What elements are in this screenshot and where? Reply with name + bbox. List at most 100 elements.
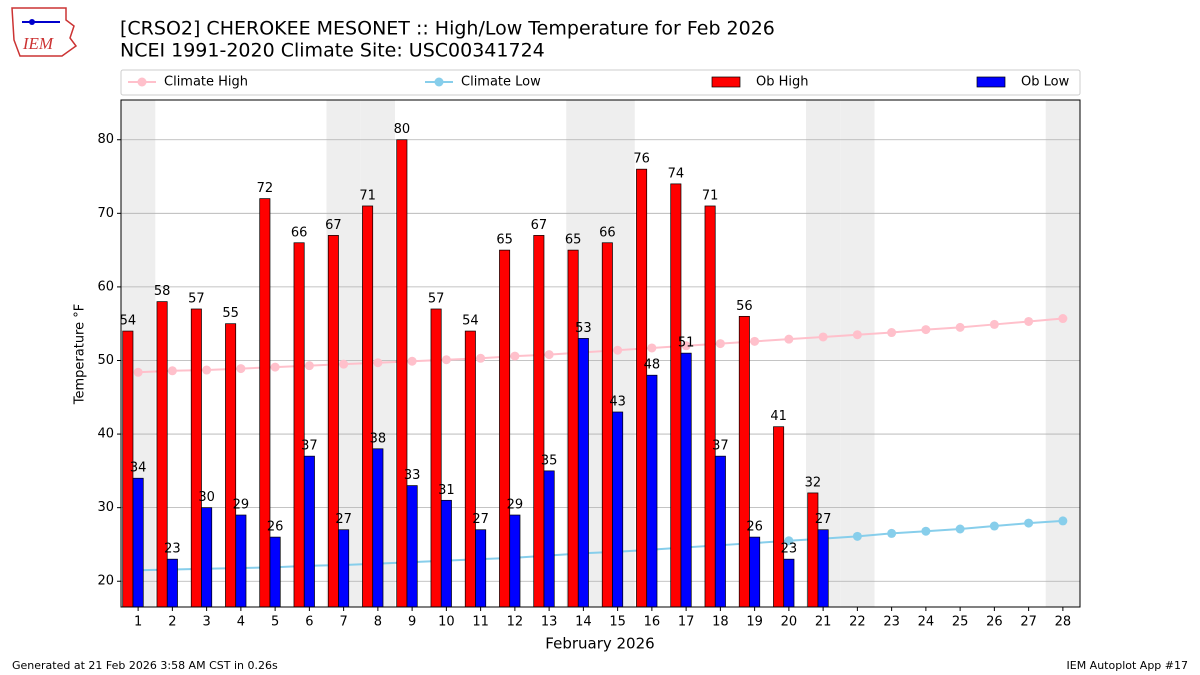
x-axis-label: February 2026 (545, 635, 654, 653)
y-tick-label: 80 (97, 132, 114, 147)
y-tick-label: 50 (97, 353, 114, 368)
marker (715, 339, 725, 349)
bar (372, 448, 384, 608)
data-label: 29 (507, 498, 524, 513)
marker (544, 350, 554, 360)
data-label: 23 (781, 542, 798, 557)
data-label: 51 (678, 336, 695, 351)
logo-outline (11, 7, 78, 57)
bar (499, 249, 511, 608)
data-label: 57 (188, 291, 205, 306)
marker (202, 365, 212, 375)
bar (338, 529, 350, 608)
bar (636, 168, 648, 608)
data-label: 58 (154, 284, 171, 299)
bar (807, 492, 819, 608)
data-label: 72 (257, 181, 274, 196)
weekend-shade (1045, 100, 1080, 607)
legend-label: Ob Low (1021, 75, 1070, 90)
legend-label: Ob High (756, 75, 809, 90)
bar (190, 308, 202, 608)
marker (852, 531, 862, 541)
data-label: 57 (428, 291, 445, 306)
logo-dot (29, 19, 35, 25)
bar (680, 352, 692, 608)
data-label: 56 (736, 299, 753, 314)
y-axis-label: Temperature °F (73, 304, 88, 405)
x-tick-label: 17 (678, 615, 695, 630)
bar (396, 139, 408, 608)
legend-swatch (976, 76, 1006, 88)
marker (407, 356, 417, 366)
bar (670, 183, 682, 608)
bar (201, 507, 213, 608)
marker (1058, 516, 1068, 526)
data-label: 65 (565, 233, 582, 248)
data-label: 30 (198, 490, 215, 505)
marker (1024, 316, 1034, 326)
bar (132, 477, 144, 608)
bar (166, 558, 178, 608)
marker (784, 536, 794, 546)
chart-title: [CRSO2] CHEROKEE MESONET :: High/Low Tem… (120, 18, 775, 40)
line (138, 317, 1063, 374)
data-label: 54 (120, 314, 137, 329)
data-label: 41 (770, 409, 787, 424)
bar (817, 529, 829, 608)
data-label: 65 (496, 233, 513, 248)
bar (225, 323, 237, 608)
bar (704, 205, 716, 608)
legend-swatch (711, 76, 741, 88)
marker (818, 332, 828, 342)
bar (440, 499, 452, 608)
legend-marker (434, 77, 444, 87)
bar (509, 514, 521, 608)
x-tick-label: 20 (781, 615, 798, 630)
x-tick-label: 12 (507, 615, 524, 630)
bar (156, 301, 168, 608)
data-label: 54 (462, 314, 479, 329)
bar (714, 455, 726, 608)
x-tick-label: 27 (1020, 615, 1037, 630)
marker (1058, 314, 1068, 324)
x-tick-label: 22 (849, 615, 866, 630)
bar (235, 514, 247, 608)
bar (543, 470, 555, 608)
x-tick-label: 2 (168, 615, 176, 630)
marker (750, 336, 760, 346)
x-tick-label: 3 (202, 615, 210, 630)
data-label: 80 (394, 122, 411, 137)
bar (475, 529, 487, 608)
legend-box (120, 69, 1081, 96)
x-tick-label: 26 (986, 615, 1003, 630)
x-tick-label: 18 (712, 615, 729, 630)
data-label: 32 (805, 475, 822, 490)
x-tick-label: 13 (541, 615, 558, 630)
marker (441, 355, 451, 365)
bar (601, 242, 613, 608)
x-tick-label: 25 (952, 615, 969, 630)
plot-frame (120, 99, 1081, 608)
data-label: 26 (746, 520, 763, 535)
bar (269, 536, 281, 608)
bar (327, 235, 339, 608)
bar (773, 426, 785, 608)
data-label: 43 (609, 395, 626, 410)
marker (784, 334, 794, 344)
marker (304, 361, 314, 371)
y-tick-label: 60 (97, 279, 114, 294)
bar (646, 374, 658, 608)
data-label: 66 (599, 225, 616, 240)
marker (270, 362, 280, 372)
data-label: 31 (438, 483, 455, 498)
logo-text: IEM (22, 34, 54, 53)
legend-label: Climate Low (461, 75, 541, 90)
data-label: 67 (531, 218, 548, 233)
x-tick-label: 4 (237, 615, 245, 630)
y-tick-label: 30 (97, 500, 114, 515)
x-tick-label: 14 (575, 615, 592, 630)
x-tick-label: 7 (339, 615, 347, 630)
y-tick-label: 70 (97, 206, 114, 221)
bar (783, 558, 795, 608)
